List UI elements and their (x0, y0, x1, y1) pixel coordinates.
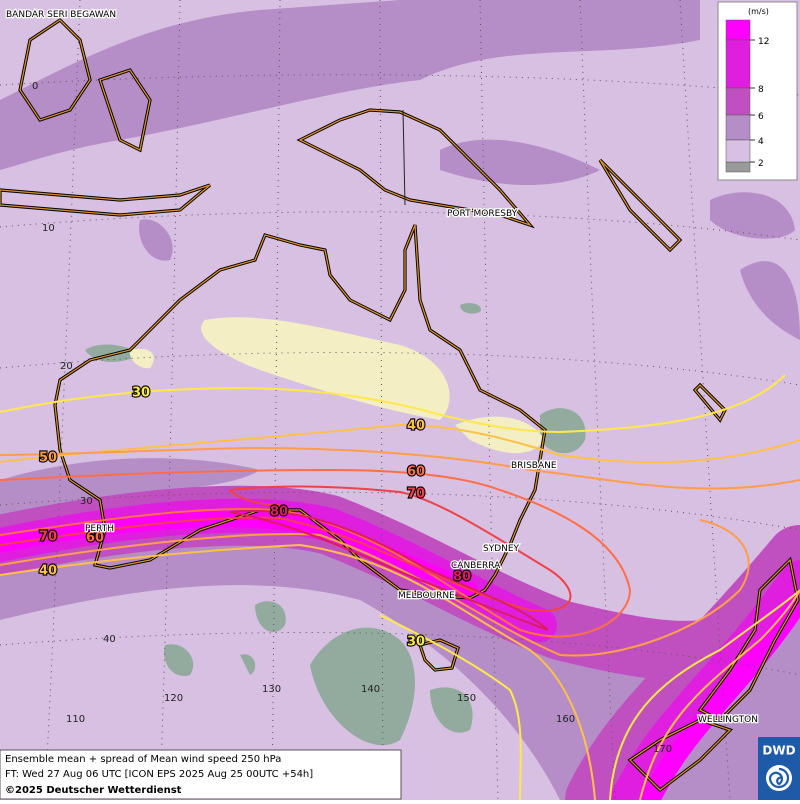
latitude-label: 40 (103, 634, 116, 645)
footer-line: Ensemble mean + spread of Mean wind spee… (5, 754, 281, 765)
longitude-label: 140 (361, 684, 380, 695)
legend-label: 2 (758, 159, 764, 169)
legend-swatch (725, 39, 751, 89)
legend-below-swatch (725, 161, 751, 173)
longitude-label: 170 (653, 744, 672, 755)
isotach (0, 446, 800, 490)
legend: (m/s) 12 8 6 4 2 (717, 1, 798, 181)
isotach (0, 468, 632, 638)
latitude-label: 20 (60, 361, 73, 372)
place-label: WELLINGTON (698, 715, 758, 725)
isotach-label: 50 (39, 451, 57, 466)
logo-swirl (768, 767, 790, 789)
legend-title: (m/s) (748, 7, 769, 16)
isotach (0, 485, 572, 612)
latitude-labels: 0 10 20 30 40 (32, 81, 116, 645)
longitude-label: 120 (164, 693, 183, 704)
isotach-label: 40 (407, 419, 425, 434)
legend-swatch (725, 139, 751, 163)
legend-label: 12 (758, 37, 769, 47)
isotach (0, 423, 800, 464)
isotach (379, 614, 522, 801)
isotach (0, 543, 596, 801)
isotach-label: 60 (86, 531, 104, 546)
place-label: SYDNEY (483, 544, 520, 554)
isotach (229, 509, 549, 631)
place-label: PORT MORESBY (447, 209, 518, 219)
longitude-label: 160 (556, 714, 575, 725)
place-label: BANDAR SERI BEGAWAN (6, 10, 116, 20)
footer-line: FT: Wed 27 Aug 06 UTC [ICON EPS 2025 Aug… (5, 769, 313, 780)
legend-label: 4 (758, 137, 764, 147)
isotachs (0, 374, 800, 801)
legend-swatch (725, 114, 751, 141)
longitude-label: 110 (66, 714, 85, 725)
latitude-label: 0 (32, 81, 38, 92)
longitude-label: 130 (262, 684, 281, 695)
isotach-label: 30 (132, 386, 150, 401)
isotach (0, 519, 750, 657)
legend-swatch (725, 19, 751, 41)
legend-label: 8 (758, 85, 764, 95)
place-label: CANBERRA (451, 561, 501, 571)
legend-swatch (725, 87, 751, 116)
logo-text: DWD (762, 744, 795, 758)
latitude-label: 30 (80, 496, 93, 507)
footer: Ensemble mean + spread of Mean wind spee… (0, 749, 402, 800)
isotach-label: 80 (453, 570, 471, 585)
isotach-label: 70 (39, 530, 57, 545)
place-label: MELBOURNE (398, 591, 455, 601)
longitude-labels: 110 120 130 140 150 160 170 (66, 684, 672, 755)
longitude-label: 150 (457, 693, 476, 704)
isotach-label: 70 (407, 487, 425, 502)
coastlines (0, 17, 800, 793)
footer-line: ©2025 Deutscher Wetterdienst (5, 785, 182, 796)
isotach-label: 40 (39, 564, 57, 579)
isotach-label: 30 (407, 635, 425, 650)
place-label: BRISBANE (511, 461, 557, 471)
place-labels: BANDAR SERI BEGAWAN PORT MORESBY BRISBAN… (5, 9, 759, 727)
isotach (609, 589, 800, 801)
isotach (0, 374, 786, 434)
legend-label: 6 (758, 112, 764, 122)
isotach-label: 80 (270, 505, 288, 520)
isotach-labels: 30 40 50 60 70 80 70 60 40 80 30 (38, 384, 472, 650)
isotach-label: 60 (407, 465, 425, 480)
dwd-logo: DWD (758, 737, 800, 800)
place-label: PERTH (85, 524, 114, 534)
latitude-label: 10 (42, 223, 55, 234)
isotach (639, 589, 800, 801)
footer-box (0, 749, 402, 800)
